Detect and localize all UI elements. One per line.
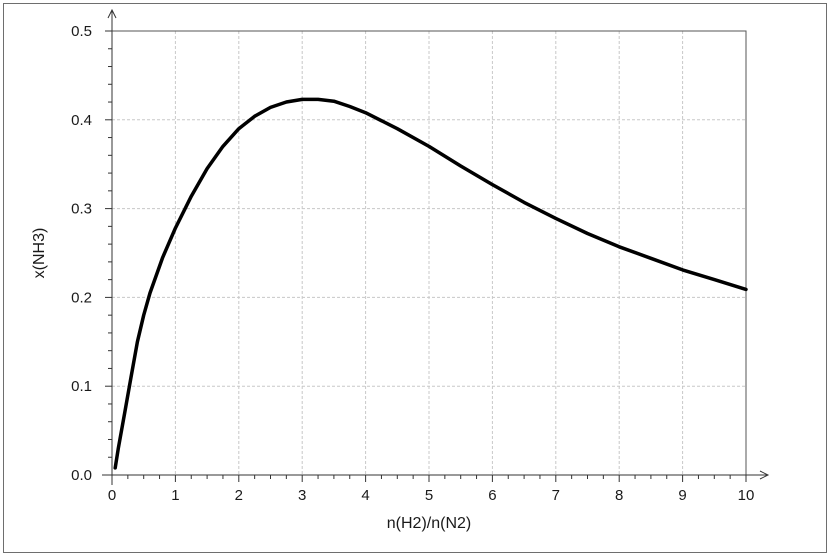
y-axis-label: x(NH3)	[31, 228, 48, 279]
x-tick-label: 6	[488, 487, 496, 504]
y-axis-arrow	[107, 8, 117, 19]
x-tick-label: 7	[552, 487, 560, 504]
series	[113, 97, 748, 470]
chart-frame	[3, 3, 827, 553]
y-tick-label: 0.5	[71, 23, 92, 40]
series-line	[113, 97, 748, 470]
x-tick-label: 8	[615, 487, 623, 504]
x-tick-label: 10	[738, 487, 755, 504]
y-tick-label: 0.2	[71, 289, 92, 306]
tick-labels: 0 1 2 3 4 5 6 7 8 9 10 0.0 0.1 0.2 0.3 0.4 0.5	[71, 23, 754, 504]
grid	[112, 31, 746, 475]
axes	[102, 8, 770, 485]
y-tick-label: 0.0	[71, 467, 92, 484]
y-tick-label: 0.3	[71, 201, 92, 218]
y-tick-label: 0.1	[71, 378, 92, 395]
x-tick-label: 4	[361, 487, 369, 504]
x-tick-label: 9	[678, 487, 686, 504]
x-tick-label: 1	[171, 487, 179, 504]
x-tick-label: 2	[235, 487, 243, 504]
x-tick-label: 0	[108, 487, 116, 504]
x-axis-label: n(H2)/n(N2)	[387, 515, 471, 532]
y-tick-label: 0.4	[71, 112, 92, 129]
x-axis-arrow	[759, 470, 770, 480]
x-tick-label: 3	[298, 487, 306, 504]
x-tick-label: 5	[425, 487, 433, 504]
